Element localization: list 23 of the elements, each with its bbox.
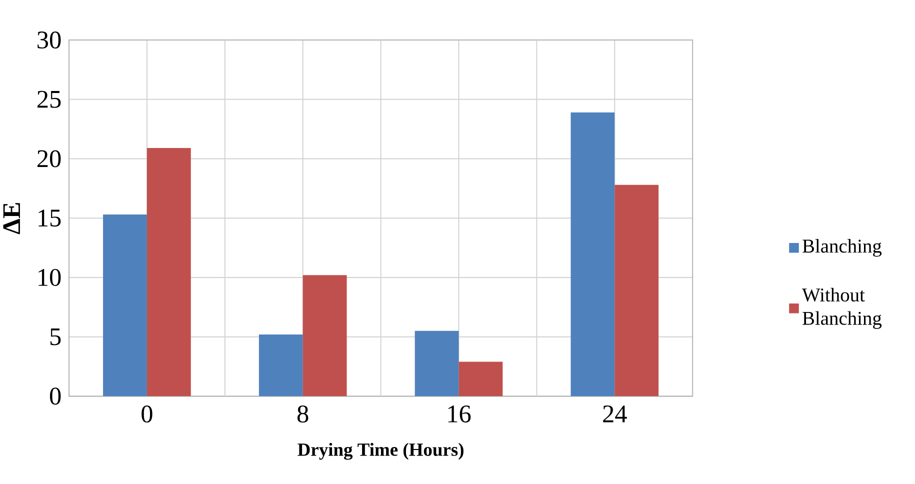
bar [302,275,347,396]
x-tick-label: 24 [603,405,627,422]
legend-label: Blanching [802,239,882,257]
y-axis-title: ΔE [3,203,20,234]
bar [146,148,191,396]
bar [570,112,615,396]
x-tick-label: 8 [297,405,308,423]
y-tick-label: 0 [50,388,61,405]
x-axis-title: Drying Time (Hours) [298,442,464,460]
y-tick-label: 20 [37,150,61,168]
y-tick-label: 30 [38,31,61,49]
bar [414,330,459,396]
y-tick-label: 15 [38,210,61,227]
x-tick-label: 16 [448,405,471,422]
y-tick-label: 5 [50,328,61,346]
legend-label: Without Blanching [802,288,882,329]
x-tick-label: 0 [142,405,152,423]
y-tick-label: 10 [38,268,61,286]
bar [258,334,303,396]
bar [614,184,659,396]
y-tick-label: 25 [37,90,61,108]
bar [103,214,147,396]
bar [458,362,503,396]
